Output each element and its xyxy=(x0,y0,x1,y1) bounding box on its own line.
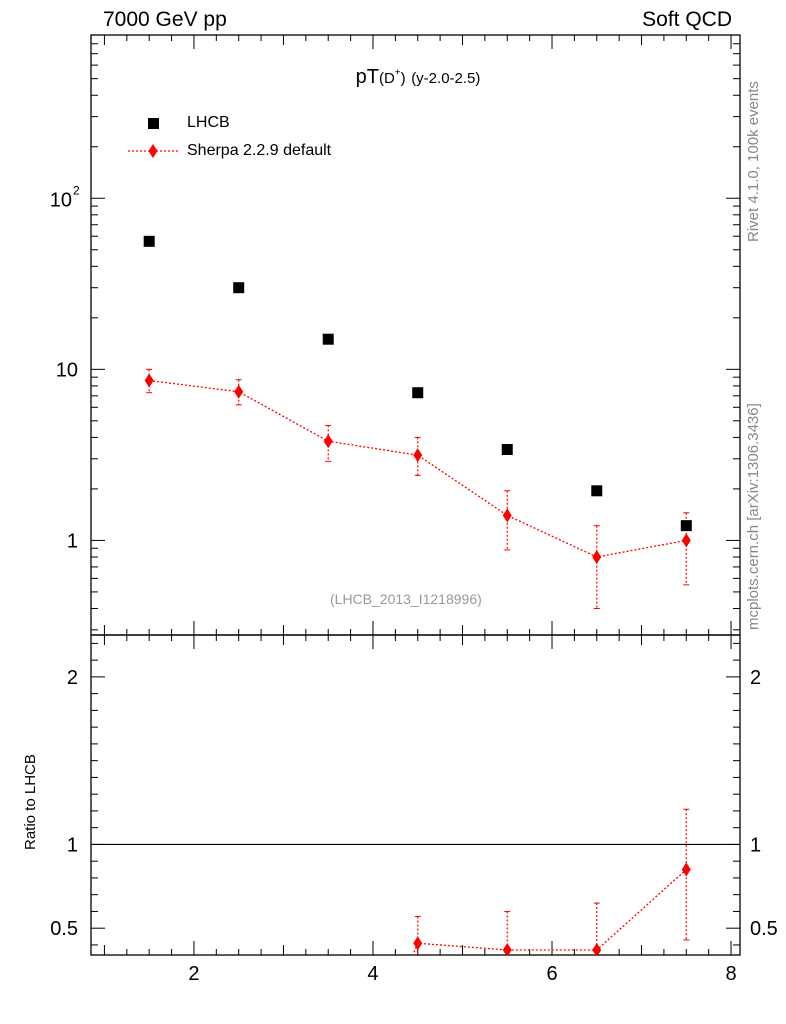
sherpa-error-bar xyxy=(593,525,600,609)
lhcb-data-point xyxy=(680,520,692,532)
sherpa-data-point xyxy=(413,448,423,463)
lhcb-data-point xyxy=(143,235,155,247)
lhcb-data-point xyxy=(233,282,245,294)
legend-marker-sherpa xyxy=(148,144,158,158)
ratio-y-tick-label-right: 1 xyxy=(750,834,761,856)
ratio-series-line xyxy=(412,869,687,955)
legend-marker-lhcb xyxy=(148,118,159,129)
title-sup: + xyxy=(394,67,401,79)
title-close: ) xyxy=(400,70,406,87)
ratio-y-tick-label: 0.5 xyxy=(50,918,78,940)
sherpa-error-bar xyxy=(414,436,421,476)
sherpa-data-point xyxy=(144,373,154,388)
sherpa-error-bar xyxy=(146,368,153,394)
analysis-id-watermark: (LHCB_2013_I1218996) xyxy=(330,591,482,607)
ratio-y-tick-label-right: 2 xyxy=(750,667,761,689)
sherpa-data-point xyxy=(592,549,602,564)
lhcb-data-point xyxy=(412,387,424,399)
legend-label-sherpa: Sherpa 2.2.9 default xyxy=(187,142,332,159)
sherpa-data-point xyxy=(502,508,512,523)
ratio-plot-frame xyxy=(90,634,741,956)
y-tick-label-10: 10 xyxy=(56,359,78,381)
y-tick-label-1: 1 xyxy=(67,530,78,552)
x-tick-label: 4 xyxy=(367,963,378,985)
y-tick-label-100-exp: 2 xyxy=(73,183,80,197)
ratio-data-point xyxy=(681,862,691,877)
ratio-data-point xyxy=(592,942,602,955)
legend-label-lhcb: LHCB xyxy=(187,114,230,131)
ratio-data-point xyxy=(413,936,423,951)
x-tick-label: 2 xyxy=(188,963,199,985)
title-particle: (D xyxy=(378,70,395,87)
rivet-version-label: Rivet 4.1.0, 100k events xyxy=(745,81,762,242)
ratio-y-axis-label: Ratio to LHCB xyxy=(22,754,39,850)
title-range: (y-2.0-2.5) xyxy=(411,70,481,87)
x-tick-label: 6 xyxy=(546,963,557,985)
mcplots-reference-label: mcplots.cern.ch [arXiv:1306.3436] xyxy=(745,403,762,630)
ratio-y-tick-label-right: 0.5 xyxy=(750,918,778,940)
ratio-series-layer xyxy=(412,808,691,955)
ratio-error-bar xyxy=(504,910,511,955)
title-main: pT xyxy=(355,66,379,88)
header-right: Soft QCD xyxy=(642,8,732,31)
sherpa-data-point xyxy=(323,434,333,449)
lhcb-data-point xyxy=(501,443,513,455)
lhcb-data-point xyxy=(322,333,334,345)
ratio-y-tick-label: 2 xyxy=(67,667,78,689)
main-series-layer xyxy=(143,235,692,609)
y-tick-label-100-base: 10 xyxy=(50,189,72,211)
ratio-data-point xyxy=(502,942,512,955)
ratio-error-bar xyxy=(593,902,600,955)
lhcb-data-point xyxy=(591,485,603,497)
legend-markers xyxy=(128,118,178,158)
ratio-y-tick-label: 1 xyxy=(67,834,78,856)
sherpa-series-line xyxy=(149,379,687,558)
sherpa-data-point xyxy=(234,384,244,399)
x-tick-label: 8 xyxy=(725,963,736,985)
ratio-axis-ticks: 2 4 6 8 0.5 0.5 1 1 2 2 xyxy=(50,635,778,985)
ratio-series-group xyxy=(412,808,691,955)
header-left: 7000 GeV pp xyxy=(103,8,227,31)
sherpa-data-point xyxy=(681,533,691,548)
plot-title: pT(D+) (y-2.0-2.5) xyxy=(0,66,786,89)
